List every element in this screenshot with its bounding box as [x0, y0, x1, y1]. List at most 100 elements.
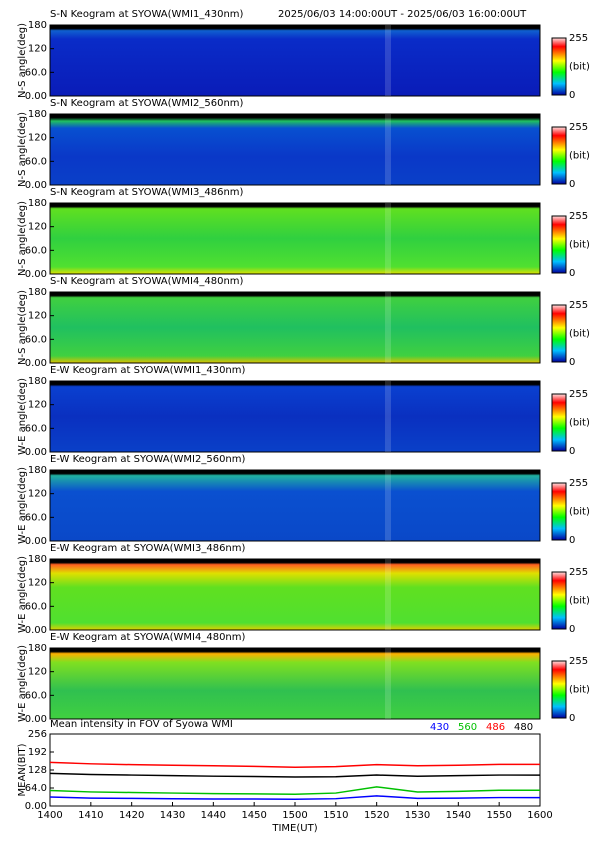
colorbar — [551, 126, 567, 185]
x-tick-label: 1500 — [282, 810, 307, 821]
colorbar-tick-label: 0 — [569, 446, 575, 457]
y-axis-label: N-S angle(deg) — [17, 23, 28, 98]
y-tick-label: 64.0 — [25, 783, 47, 794]
series-line — [49, 795, 540, 801]
series-line — [49, 761, 540, 768]
colorbar — [551, 571, 567, 630]
colorbar-tick-label: 0 — [569, 713, 575, 724]
panel-title: S-N Keogram at SYOWA(WMI3_486nm) — [50, 187, 244, 198]
colorbar-tick-label: 0 — [569, 179, 575, 190]
x-tick-label: 1530 — [405, 810, 430, 821]
panel-title: Mean intensity in FOV of Syowa WMI — [50, 719, 233, 730]
y-tick-label: 180 — [28, 465, 47, 476]
y-tick-label: 120 — [28, 667, 47, 678]
colorbar-tick-label: 255 — [569, 656, 588, 667]
colorbar-tick-label: 0 — [569, 90, 575, 101]
y-tick-label: 120 — [28, 44, 47, 55]
colorbar — [551, 482, 567, 541]
keogram-image — [49, 469, 541, 542]
y-tick-label: 60.0 — [25, 245, 47, 256]
x-tick-label: 1420 — [119, 810, 144, 821]
y-tick-label: 60.0 — [25, 512, 47, 523]
y-tick-label: 0.00 — [25, 447, 47, 458]
legend-entry: 480 — [514, 722, 533, 733]
y-tick-label: 120 — [28, 400, 47, 411]
y-tick-label: 0.00 — [25, 714, 47, 725]
x-axis-label: TIME(UT) — [271, 823, 317, 834]
x-tick-label: 1510 — [323, 810, 348, 821]
panel-title: E-W Keogram at SYOWA(WMI4_480nm) — [50, 632, 246, 643]
y-tick-label: 180 — [28, 198, 47, 209]
colorbar-tick-label: 0 — [569, 268, 575, 279]
y-tick-label: 120 — [28, 133, 47, 144]
y-axis-label: W-E angle(deg) — [17, 378, 28, 455]
y-tick-label: 0.00 — [25, 536, 47, 547]
keogram-image — [49, 291, 541, 364]
keogram-image — [49, 113, 541, 186]
colorbar — [551, 37, 567, 96]
panel-title: S-N Keogram at SYOWA(WMI1_430nm) — [50, 9, 244, 20]
x-tick-label: 1600 — [527, 810, 552, 821]
x-tick-label: 1450 — [241, 810, 266, 821]
y-tick-label: 0.00 — [25, 358, 47, 369]
colorbar-label: (bit) — [569, 62, 590, 73]
panel-title: E-W Keogram at SYOWA(WMI3_486nm) — [50, 543, 246, 554]
colorbar-tick-label: 0 — [569, 357, 575, 368]
y-axis-label: MEAN(BIT) — [17, 743, 28, 796]
y-tick-label: 60.0 — [25, 334, 47, 345]
y-tick-label: 60.0 — [25, 156, 47, 167]
keogram-image — [49, 647, 541, 720]
y-tick-label: 0.00 — [25, 91, 47, 102]
colorbar-tick-label: 255 — [569, 567, 588, 578]
keogram-image — [49, 24, 541, 97]
y-axis-label: N-S angle(deg) — [17, 201, 28, 276]
colorbar-label: (bit) — [569, 418, 590, 429]
y-tick-label: 180 — [28, 109, 47, 120]
y-tick-label: 0.00 — [25, 625, 47, 636]
y-tick-label: 60.0 — [25, 601, 47, 612]
y-tick-label: 180 — [28, 643, 47, 654]
panel-title: E-W Keogram at SYOWA(WMI1_430nm) — [50, 365, 246, 376]
keogram-image — [49, 202, 541, 275]
colorbar-label: (bit) — [569, 151, 590, 162]
colorbar-label: (bit) — [569, 685, 590, 696]
colorbar-label: (bit) — [569, 596, 590, 607]
colorbar-tick-label: 0 — [569, 624, 575, 635]
time-range: 2025/06/03 14:00:00UT - 2025/06/03 16:00… — [278, 9, 527, 20]
colorbar-tick-label: 255 — [569, 122, 588, 133]
x-tick-label: 1550 — [486, 810, 511, 821]
x-tick-label: 1410 — [78, 810, 103, 821]
x-tick-label: 1440 — [201, 810, 226, 821]
x-tick-label: 1520 — [364, 810, 389, 821]
colorbar — [551, 215, 567, 274]
panel-title: E-W Keogram at SYOWA(WMI2_560nm) — [50, 454, 246, 465]
y-tick-label: 120 — [28, 222, 47, 233]
keogram-image — [49, 380, 541, 453]
legend-entry: 486 — [486, 722, 505, 733]
colorbar — [551, 393, 567, 452]
colorbar — [551, 304, 567, 363]
series-line — [49, 772, 540, 778]
y-tick-label: 192 — [28, 747, 47, 758]
y-axis-label: W-E angle(deg) — [17, 467, 28, 544]
x-tick-label: 1400 — [37, 810, 62, 821]
y-tick-label: 180 — [28, 376, 47, 387]
y-tick-label: 120 — [28, 489, 47, 500]
y-tick-label: 0.00 — [25, 269, 47, 280]
y-axis-label: N-S angle(deg) — [17, 290, 28, 365]
colorbar-label: (bit) — [569, 329, 590, 340]
y-tick-label: 180 — [28, 20, 47, 31]
colorbar-tick-label: 255 — [569, 300, 588, 311]
y-tick-label: 60.0 — [25, 67, 47, 78]
colorbar-label: (bit) — [569, 240, 590, 251]
y-tick-label: 0.00 — [25, 180, 47, 191]
panel-title: S-N Keogram at SYOWA(WMI4_480nm) — [50, 276, 244, 287]
y-tick-label: 120 — [28, 578, 47, 589]
colorbar-tick-label: 255 — [569, 389, 588, 400]
panel-title: S-N Keogram at SYOWA(WMI2_560nm) — [50, 98, 244, 109]
y-tick-label: 256 — [28, 729, 47, 740]
y-tick-label: 60.0 — [25, 690, 47, 701]
y-tick-label: 180 — [28, 554, 47, 565]
